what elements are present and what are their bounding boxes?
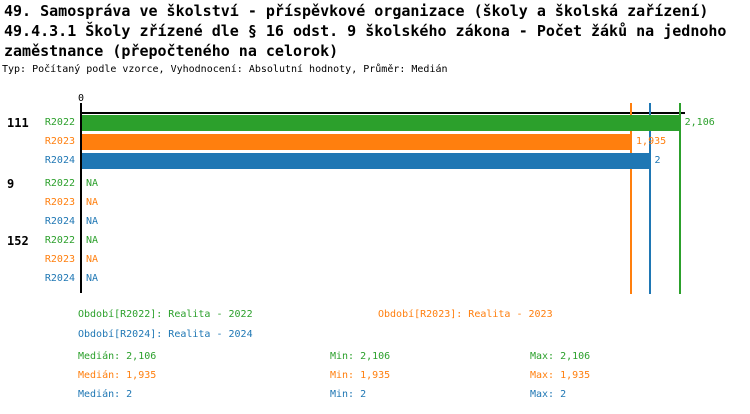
x-axis-line — [81, 112, 685, 114]
bar-value-label: 1,935 — [636, 136, 667, 147]
stat-max-r2022: Max: 2,106 — [530, 351, 591, 362]
group-label-152: 152 — [7, 234, 29, 248]
stat-median-r2022: Medián: 2,106 — [78, 351, 157, 362]
bar-r2024-group-111 — [82, 153, 651, 169]
bar-row: NA — [82, 214, 98, 230]
bar-r2023-group-111 — [82, 134, 633, 150]
bar-value-label: NA — [86, 254, 99, 265]
stat-min-r2022: Min: 2,106 — [330, 351, 391, 362]
median-line-r2024 — [648, 103, 651, 294]
bar-row: NA — [82, 271, 98, 287]
bar-r2022-group-111 — [82, 115, 681, 131]
bar-row: NA — [82, 233, 98, 249]
stat-median-r2023: Medián: 1,935 — [78, 370, 157, 381]
stat-min-r2024: Min: 2 — [330, 389, 367, 400]
bar-value-label: NA — [86, 273, 99, 284]
bar-value-label: NA — [86, 235, 99, 246]
row-label-r2022: R2022 — [44, 178, 75, 189]
row-label-r2023: R2023 — [44, 254, 75, 265]
stat-max-r2024: Max: 2 — [530, 389, 567, 400]
bar-value-label: 2,106 — [684, 117, 715, 128]
row-label-r2024: R2024 — [44, 155, 75, 166]
row-label-r2023: R2023 — [44, 136, 75, 147]
bar-row: 2 — [82, 153, 661, 169]
page-title-line3: zaměstnance (přepočteného na celorok) — [4, 42, 339, 60]
chart-meta-line: Typ: Počítaný podle vzorce, Vyhodnocení:… — [2, 64, 448, 75]
stat-max-r2023: Max: 1,935 — [530, 370, 591, 381]
legend-item-r2022: Období[R2022]: Realita - 2022 — [78, 309, 253, 320]
bar-value-label: NA — [86, 216, 99, 227]
x-axis-zero-label: 0 — [77, 93, 85, 104]
y-axis-line — [80, 103, 82, 293]
bar-value-label: NA — [86, 197, 99, 208]
bar-row: NA — [82, 176, 98, 192]
median-line-r2023 — [630, 103, 633, 294]
stat-min-r2023: Min: 1,935 — [330, 370, 391, 381]
row-label-r2024: R2024 — [44, 216, 75, 227]
row-label-r2023: R2023 — [44, 197, 75, 208]
bar-row: 2,106 — [82, 115, 715, 131]
page-title-line1: 49. Samospráva ve školství - příspěvkové… — [4, 2, 709, 20]
bar-value-label: NA — [86, 178, 99, 189]
row-label-r2022: R2022 — [44, 117, 75, 128]
median-line-r2022 — [678, 103, 681, 294]
row-label-r2022: R2022 — [44, 235, 75, 246]
group-label-111: 111 — [7, 116, 29, 130]
row-label-r2024: R2024 — [44, 273, 75, 284]
page-title-line2: 49.4.3.1 Školy zřízené dle § 16 odst. 9 … — [4, 22, 727, 40]
legend-item-r2024: Období[R2024]: Realita - 2024 — [78, 329, 253, 340]
group-label-9: 9 — [7, 177, 15, 191]
bar-value-label: 2 — [654, 155, 661, 166]
legend-item-r2023: Období[R2023]: Realita - 2023 — [378, 309, 553, 320]
bar-row: NA — [82, 195, 98, 211]
bar-row: 1,935 — [82, 134, 666, 150]
stat-median-r2024: Medián: 2 — [78, 389, 133, 400]
bar-row: NA — [82, 252, 98, 268]
